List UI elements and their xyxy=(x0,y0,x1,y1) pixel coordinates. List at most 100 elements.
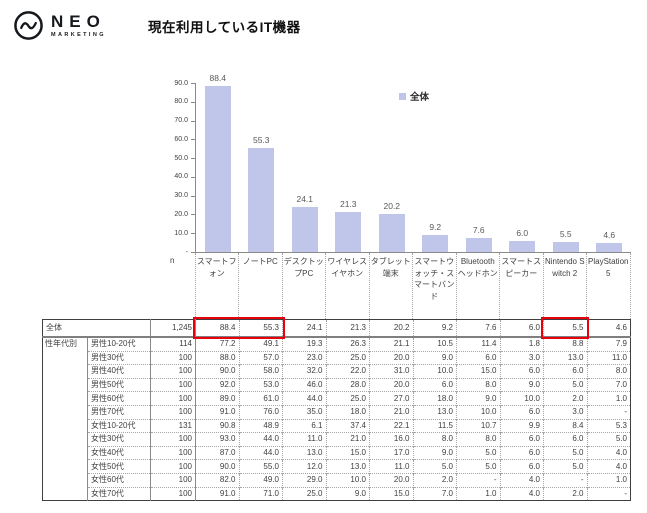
value-cell: 5.5 xyxy=(543,319,587,338)
value-cell: 21.1 xyxy=(369,336,413,352)
value-cell: 9.0 xyxy=(412,350,457,365)
value-cell: 2.0 xyxy=(412,472,457,488)
bar xyxy=(552,241,579,252)
value-cell: 13.0 xyxy=(325,459,370,474)
value-cell: 55.0 xyxy=(238,459,283,474)
value-cell: 4.0 xyxy=(499,472,544,488)
value-cell: 4.0 xyxy=(499,486,544,501)
y-axis-tick-label: 40.0 xyxy=(174,173,188,181)
value-cell: 11.5 xyxy=(412,418,457,433)
table-row: 性年代別 男性10-20代 114 77.2 49.1 19.3 26.3 21.1 10.5 1… xyxy=(42,336,631,501)
row-label: 女性10-20代 xyxy=(87,418,151,433)
n-value-cell: 100 xyxy=(150,404,196,420)
category-header-cell: タブレット端末 xyxy=(368,253,413,319)
value-cell: 6.0 xyxy=(499,432,544,447)
n-value-cell: 1,245 xyxy=(150,319,196,338)
value-cell: 8.0 xyxy=(456,432,500,447)
y-axis-tick-label: 70.0 xyxy=(174,117,188,125)
bar xyxy=(422,234,449,252)
value-cell: 4.0 xyxy=(586,445,631,460)
highlight-box xyxy=(193,317,285,339)
table-row: 男性40代 100 90.0 58.0 32.0 22.0 31.0 10.0 15.0 6.0 6… xyxy=(43,364,631,379)
value-cell: 10.0 xyxy=(325,472,370,488)
value-cell: 44.0 xyxy=(282,391,326,406)
value-cell: 93.0 xyxy=(195,432,239,447)
value-cell: 6.0 xyxy=(499,459,544,474)
table-row: 男性50代 100 92.0 53.0 46.0 28.0 20.0 6.0 8.0 9.0 5.0… xyxy=(43,377,631,392)
row-label: 男性40代 xyxy=(87,364,151,379)
value-cell: 46.0 xyxy=(282,377,326,392)
bar-slot: 55.3 xyxy=(240,83,284,252)
brand-name: NEO xyxy=(51,12,106,31)
value-cell: - xyxy=(586,486,631,501)
value-cell: 19.3 xyxy=(282,336,326,352)
value-cell: 71.0 xyxy=(238,486,283,501)
n-value-cell: 100 xyxy=(150,445,196,460)
value-cell: 13.0 xyxy=(543,350,587,365)
table-row: 男性30代 100 88.0 57.0 23.0 25.0 20.0 9.0 6.0 3.0 13.… xyxy=(43,350,631,365)
y-axis-tick-label: 50.0 xyxy=(174,154,188,162)
bar-chart-plot-area: 88.4 55.3 24.1 21.3 20.2 9.2 7.6 6.0 5.5 4.6 xyxy=(195,73,631,253)
n-column-header: n xyxy=(170,256,175,265)
value-cell: 1.0 xyxy=(586,472,631,488)
bar xyxy=(248,148,275,252)
value-cell: 7.9 xyxy=(586,336,631,352)
value-cell: 9.0 xyxy=(499,377,544,392)
value-cell: 15.0 xyxy=(325,445,370,460)
y-axis-tick-label: - xyxy=(185,248,188,256)
group-header-cell: 性年代別 xyxy=(42,336,88,501)
value-cell: 37.4 xyxy=(325,418,370,433)
value-cell: 9.0 xyxy=(456,391,500,406)
value-cell: 29.0 xyxy=(282,472,326,488)
bar xyxy=(335,212,362,252)
row-label: 男性30代 xyxy=(87,350,151,365)
bar-value-label: 24.1 xyxy=(296,193,314,204)
table-row: 女性70代 100 91.0 71.0 25.0 9.0 15.0 7.0 1.0 4.0 2.0- xyxy=(43,486,631,501)
value-cell: 22.0 xyxy=(325,364,370,379)
category-header-cell: デスクトップPC xyxy=(281,253,326,319)
table-row: 女性30代 100 93.0 44.0 11.0 21.0 16.0 8.0 8.0 6.0 6.0… xyxy=(43,432,631,447)
bar-slot: 7.6 xyxy=(457,83,501,252)
n-value-cell: 100 xyxy=(150,459,196,474)
wave-circle-icon xyxy=(14,11,43,40)
value-cell: 25.0 xyxy=(325,350,370,365)
row-label: 女性60代 xyxy=(87,472,151,488)
value-cell: - xyxy=(543,472,587,488)
category-header-cell: PlayStation 5 xyxy=(586,253,631,319)
value-cell: 26.3 xyxy=(325,336,370,352)
bar-value-label: 4.6 xyxy=(603,230,616,241)
value-cell: 35.0 xyxy=(282,404,326,420)
n-value-cell: 100 xyxy=(150,486,196,501)
value-cell: 21.0 xyxy=(325,432,370,447)
value-cell: 20.0 xyxy=(369,350,413,365)
value-cell: 10.0 xyxy=(456,404,500,420)
category-header-cell: スマートウォッチ・スマートバンド xyxy=(412,253,456,319)
table-row: 女性40代 100 87.0 44.0 13.0 15.0 17.0 9.0 5.0 6.0 5.0… xyxy=(43,445,631,460)
legend-label: 全体 xyxy=(410,92,430,103)
value-cell: 44.0 xyxy=(238,445,283,460)
value-cell: 1.8 xyxy=(499,336,544,352)
n-value-cell: 131 xyxy=(150,418,196,433)
value-cell: 9.0 xyxy=(325,486,370,501)
value-cell: 7.0 xyxy=(412,486,457,501)
value-cell: 87.0 xyxy=(195,445,239,460)
y-axis-tick-mark xyxy=(191,120,195,122)
value-cell: 57.0 xyxy=(238,350,283,365)
bar-slot: 24.1 xyxy=(283,83,327,252)
highlight-box xyxy=(541,317,589,339)
legend-swatch xyxy=(399,92,406,100)
page-title: 現在利用しているIT機器 xyxy=(148,20,301,35)
bar-slot: 21.3 xyxy=(327,83,371,252)
value-cell: 6.0 xyxy=(412,377,457,392)
value-cell: 18.0 xyxy=(325,404,370,420)
value-cell: 21.0 xyxy=(369,404,413,420)
value-cell: 24.1 xyxy=(282,319,326,338)
y-axis-tick-mark xyxy=(191,101,195,103)
data-table: 全体 1,245 88.4 55.3 24.1 21.3 20.2 9.2 7.6 6.0 5.5 4… xyxy=(42,319,631,502)
category-header-cell: Nintendo Switch 2 xyxy=(542,253,587,319)
row-label: 男性60代 xyxy=(87,391,151,406)
bar-value-label: 55.3 xyxy=(252,135,270,146)
value-cell: 11.0 xyxy=(586,350,631,365)
bar-value-label: 5.5 xyxy=(559,228,572,239)
